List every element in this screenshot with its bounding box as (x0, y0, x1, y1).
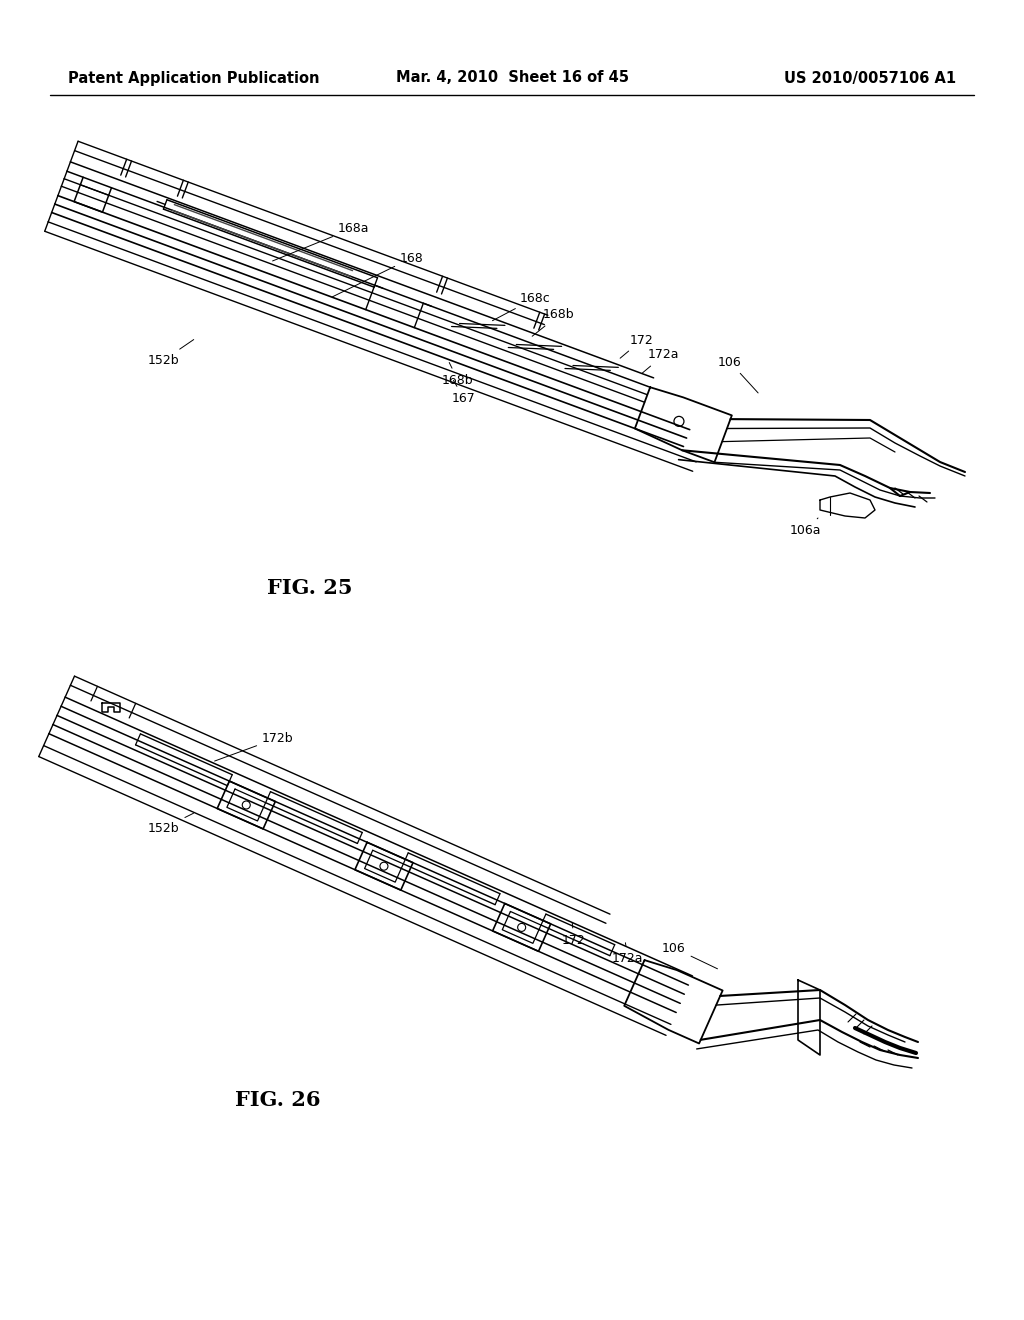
Text: 172a: 172a (642, 348, 680, 374)
Text: 106: 106 (662, 941, 718, 969)
Text: FIG. 26: FIG. 26 (236, 1090, 321, 1110)
Text: FIG. 25: FIG. 25 (267, 578, 352, 598)
Text: 168: 168 (333, 252, 424, 297)
Text: 168a: 168a (272, 222, 370, 261)
Text: 168c: 168c (493, 292, 551, 321)
Text: 168b: 168b (442, 363, 474, 387)
Text: 172: 172 (621, 334, 653, 358)
Text: 152b: 152b (148, 339, 194, 367)
Text: 167: 167 (452, 380, 476, 404)
Text: 172b: 172b (215, 731, 294, 762)
Text: 172a: 172a (612, 942, 643, 965)
Text: 152b: 152b (148, 813, 194, 834)
Text: 106: 106 (718, 355, 758, 393)
Text: 168b: 168b (532, 309, 574, 337)
Text: 172: 172 (562, 923, 586, 946)
Text: Patent Application Publication: Patent Application Publication (68, 70, 319, 86)
Text: 106a: 106a (790, 517, 821, 536)
Text: US 2010/0057106 A1: US 2010/0057106 A1 (784, 70, 956, 86)
Text: Mar. 4, 2010  Sheet 16 of 45: Mar. 4, 2010 Sheet 16 of 45 (395, 70, 629, 86)
